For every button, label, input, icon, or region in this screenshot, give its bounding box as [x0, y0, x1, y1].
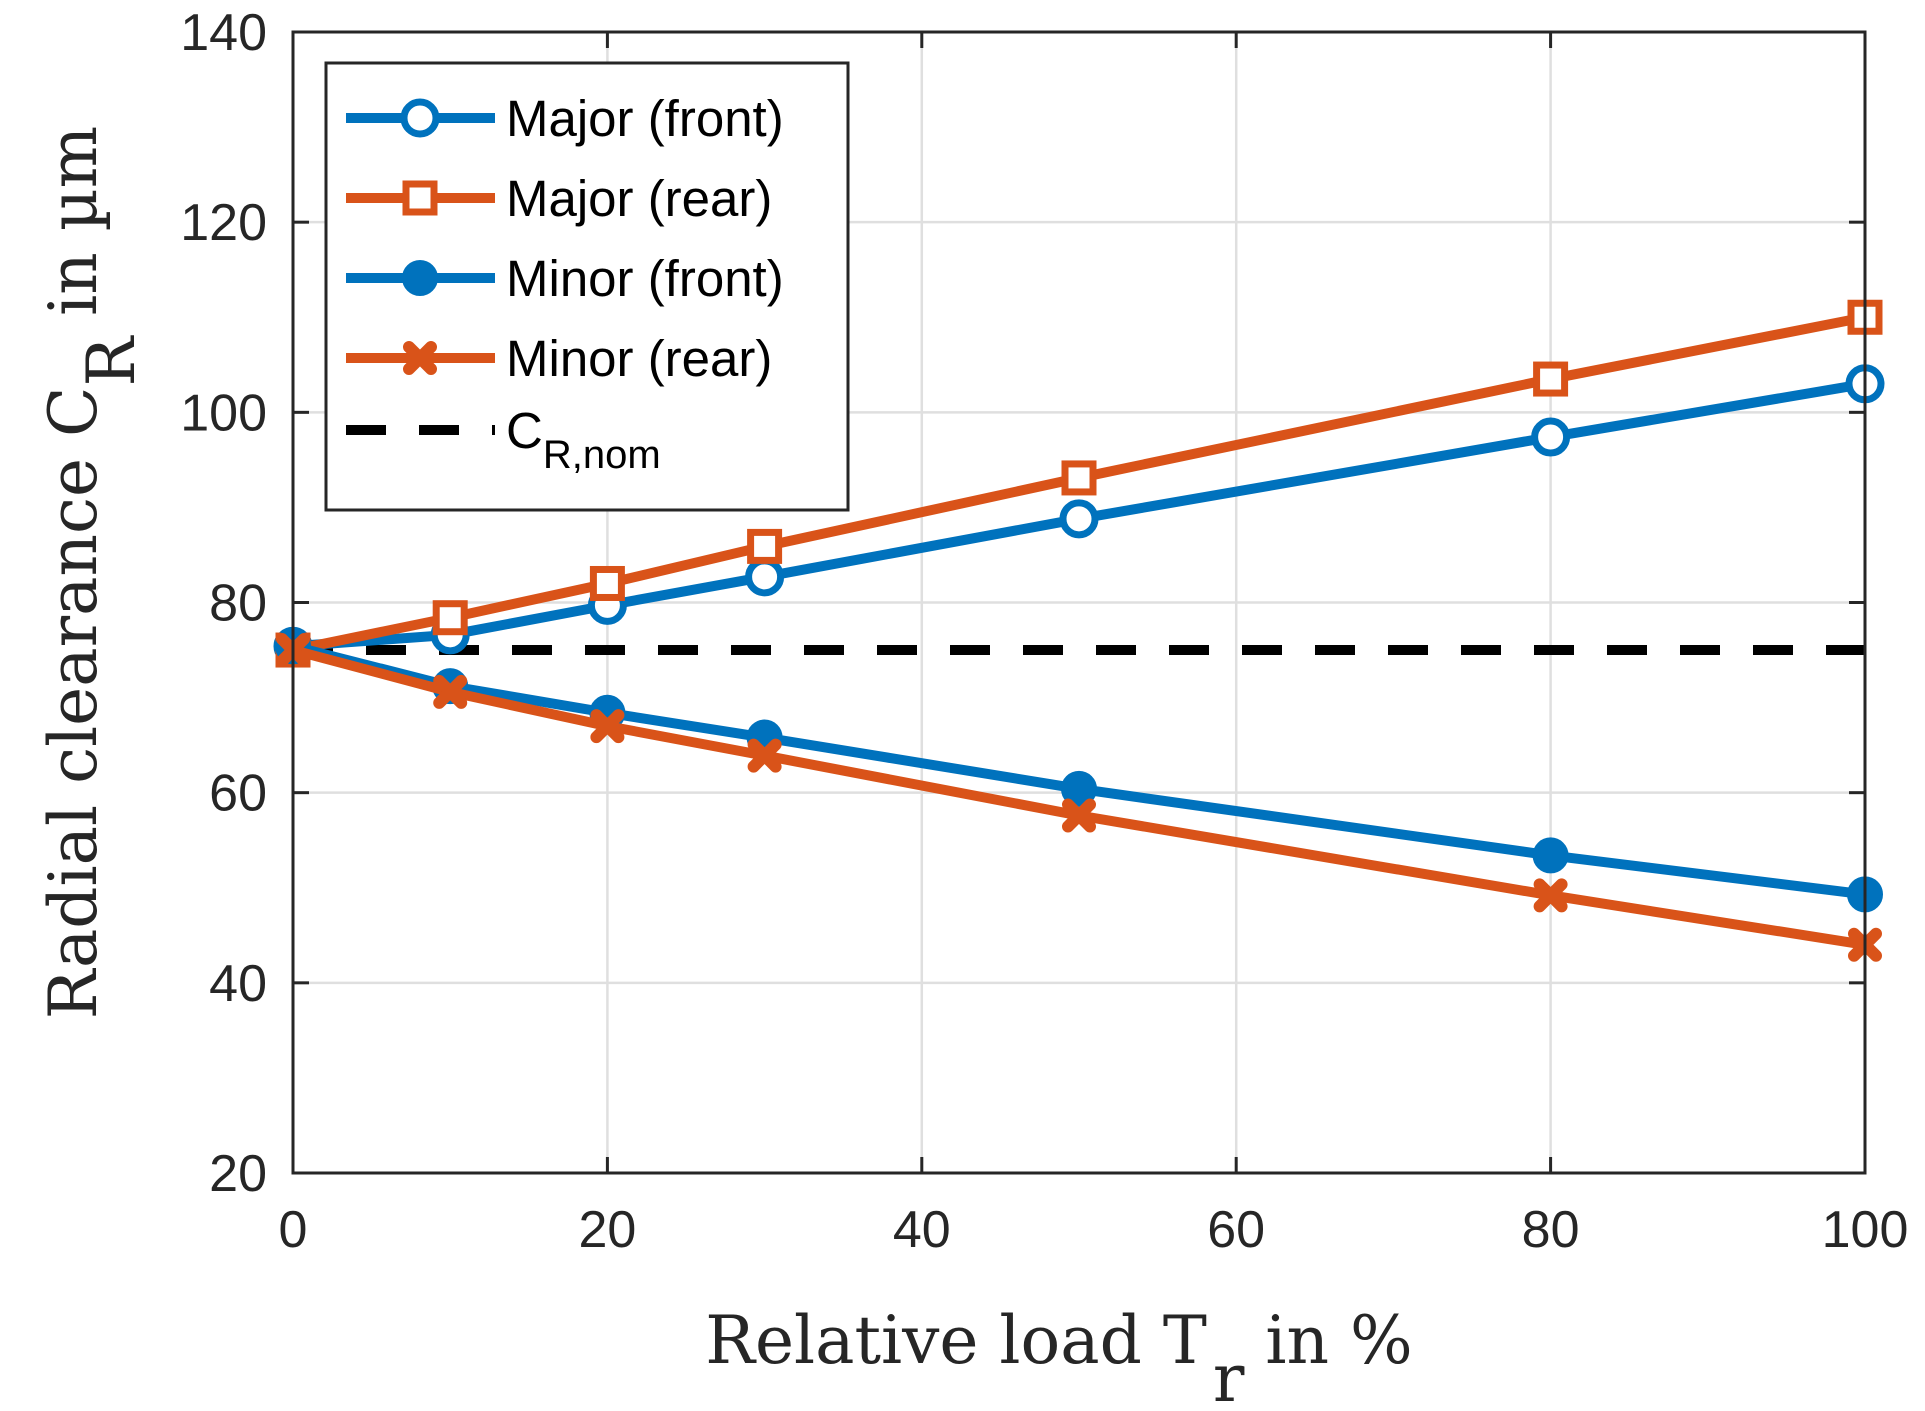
data-point	[1061, 770, 1097, 807]
y-axis-title-sub: R	[73, 335, 150, 387]
legend-label: Minor (rear)	[506, 330, 772, 387]
x-axis-title-main: Relative load T	[705, 1302, 1207, 1379]
data-point	[590, 709, 625, 744]
y-tick-label: 140	[180, 4, 267, 62]
x-tick-label: 0	[279, 1201, 308, 1259]
data-point	[1531, 417, 1571, 457]
y-tick-label: 60	[209, 765, 267, 823]
legend-marker	[400, 98, 440, 138]
legend: Major (front) Major (rear) Minor (front) Mi…	[324, 61, 850, 512]
data-point	[1059, 499, 1099, 539]
legend-marker	[402, 260, 438, 296]
x-tick-label: 60	[1207, 1201, 1265, 1259]
y-axis-title-suffix: in µm	[35, 126, 112, 337]
legend-item: Major (rear)	[346, 170, 772, 227]
legend-marker	[402, 180, 438, 216]
legend-items: Major (front) Major (rear) Minor (front) Mi…	[346, 90, 784, 435]
data-point	[1062, 798, 1096, 833]
data-point	[589, 565, 625, 601]
data-point	[432, 600, 468, 636]
x-tick-label: 80	[1522, 1201, 1580, 1259]
x-tick-label: 20	[578, 1201, 636, 1259]
legend-marker	[403, 341, 437, 375]
data-point	[1532, 837, 1569, 874]
y-tick-label: 80	[209, 575, 267, 633]
y-tick-label: 120	[180, 194, 267, 252]
data-point	[1061, 460, 1097, 496]
x-axis-title-sub: r	[1213, 1340, 1245, 1411]
legend-item: Minor (rear)	[346, 330, 772, 387]
legend-label: Major (front)	[506, 90, 784, 147]
y-tick-label: 100	[180, 384, 267, 442]
x-axis-title-suffix: in %	[1244, 1302, 1412, 1379]
y-tick-label: 40	[209, 955, 267, 1013]
legend-label: Major (rear)	[506, 170, 772, 227]
legend-item: Major (front)	[346, 90, 784, 147]
x-axis-title: Relative load Tr in %	[705, 1302, 1412, 1411]
x-tick-label: 40	[893, 1201, 951, 1259]
data-point	[1533, 361, 1569, 397]
y-tick-label: 20	[209, 1145, 267, 1203]
x-tick-label: 100	[1822, 1201, 1909, 1259]
data-point	[433, 674, 468, 709]
legend-item: Minor (front)	[346, 250, 784, 307]
data-point	[747, 528, 783, 564]
y-axis-title-main: Radial clearance C	[35, 387, 112, 1020]
legend-label-reference: CR,nom	[506, 402, 661, 477]
data-point	[1533, 878, 1568, 913]
legend-label: Minor (front)	[506, 250, 784, 307]
legend-reference-sub: R,nom	[543, 433, 661, 477]
legend-reference-main: C	[506, 402, 543, 459]
y-axis-title: Radial clearance CR in µm	[35, 126, 150, 1020]
data-point	[745, 557, 785, 597]
series-layer	[273, 299, 1885, 962]
data-point	[747, 738, 782, 773]
